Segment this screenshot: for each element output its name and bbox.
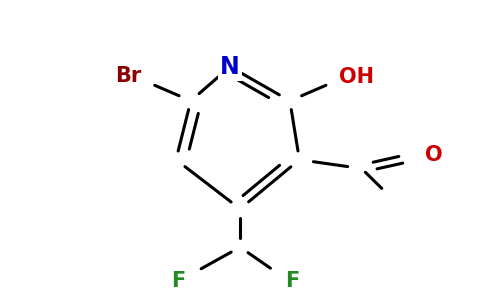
Text: OH: OH <box>339 67 374 87</box>
Text: N: N <box>220 55 240 79</box>
Text: F: F <box>171 271 185 291</box>
Text: F: F <box>286 271 300 291</box>
Text: Br: Br <box>116 66 142 86</box>
Text: O: O <box>424 145 442 165</box>
